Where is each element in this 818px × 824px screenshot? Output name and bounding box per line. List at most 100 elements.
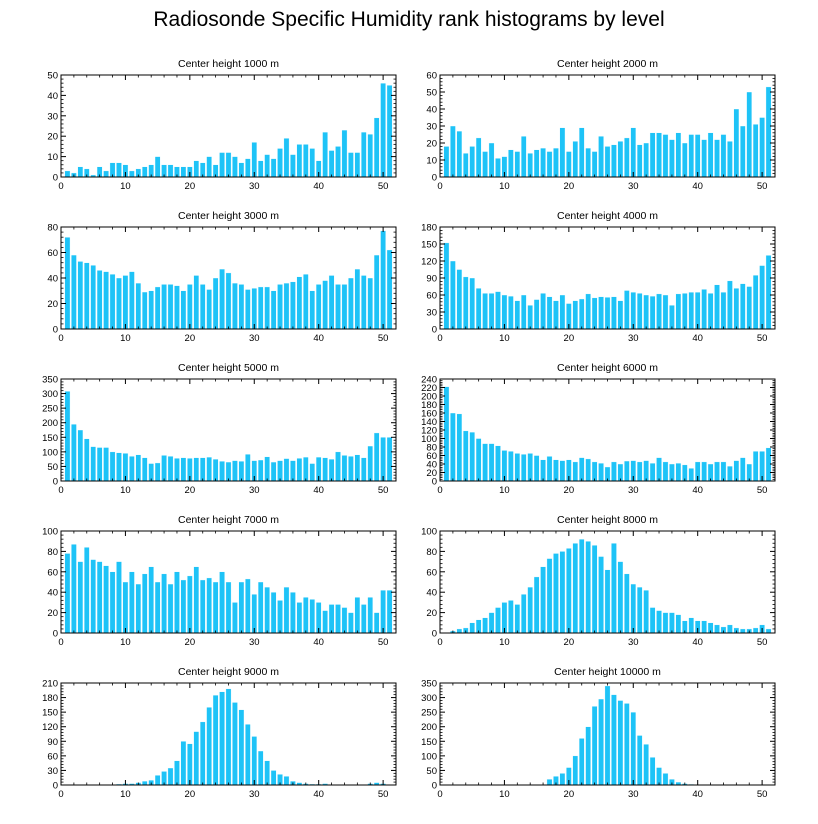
histogram-bar [624,703,630,786]
histogram-bar [514,300,521,330]
histogram-bar [591,706,598,786]
x-tick-label: 30 [249,789,260,800]
histogram-bar [636,144,643,178]
histogram-bar [649,132,656,178]
x-tick-label: 20 [185,333,196,344]
histogram-bar [456,269,463,330]
x-tick-label: 50 [378,485,389,496]
histogram-bar [720,461,727,482]
histogram-bar [154,581,161,634]
y-tick-label: 40 [47,91,58,102]
y-tick-label: 80 [47,547,58,558]
histogram-bar [277,148,283,178]
histogram-bar [219,152,225,178]
histogram-bar [367,597,374,634]
histogram-bar [161,455,167,482]
y-tick-label: 60 [47,248,58,259]
histogram-bar [553,147,559,178]
histogram-bar [257,160,264,178]
histogram-bar [559,460,566,482]
histogram-bar [656,132,662,178]
histogram-bar [322,280,328,330]
panel-10: Center height 10000 m0501001502002503003… [421,666,776,800]
histogram-bar [109,273,116,330]
histogram-bar [154,775,161,786]
histogram-bar [367,277,374,330]
histogram-bar [462,276,469,330]
histogram-bar [373,117,380,178]
histogram-bar [141,166,148,178]
y-tick-label: 0 [432,629,437,640]
y-tick-label: 100 [421,527,437,538]
histogram-bar [611,296,617,330]
histogram-bar [514,604,521,634]
histogram-bar [161,284,167,330]
histogram-bar [90,446,97,482]
histogram-bar [578,298,585,330]
x-tick-label: 30 [249,485,260,496]
x-tick-label: 20 [564,637,575,648]
histogram-bar [508,600,514,634]
histogram-bar [688,134,695,178]
histogram-bar [309,599,316,634]
histogram-bar [174,760,180,786]
histogram-bar [508,149,514,178]
panel-title: Center height 9000 m [178,666,279,678]
x-tick-label: 10 [120,181,131,192]
histogram-bar [443,146,450,178]
histogram-bar [624,290,630,330]
x-tick-label: 50 [378,333,389,344]
histogram-bar [360,604,367,634]
x-tick-label: 0 [437,181,442,192]
histogram-bar [103,271,109,330]
x-tick-label: 10 [120,333,131,344]
panel-4: Center height 4000 m 0 30 60 90 120 150 180 0 10 2… [421,210,776,344]
histogram-bar [688,617,695,634]
histogram-bar [617,463,624,482]
histogram-bar [520,454,527,482]
histogram-bar [116,452,122,482]
panel-8: Center height 8000 m 0 20 40 60 80 100 0 10 20 30 4… [421,514,776,648]
y-tick-label: 60 [426,71,437,82]
histogram-bar [135,583,142,634]
histogram-bar [495,291,501,330]
histogram-bar [533,149,540,178]
histogram-bar [212,694,219,786]
histogram-bar [514,151,521,178]
panel-title: Center height 3000 m [178,210,279,222]
x-tick-label: 20 [564,333,575,344]
histogram-bar [598,135,604,178]
histogram-bar [643,744,649,786]
x-tick-label: 0 [58,181,63,192]
x-tick-label: 40 [313,789,324,800]
histogram-bar [727,465,733,482]
histogram-bar [443,386,450,482]
histogram-bar [456,130,463,178]
x-tick-label: 10 [499,333,510,344]
histogram-bar [322,457,328,482]
histogram-bar [206,577,212,634]
x-tick-label: 40 [692,333,703,344]
histogram-bar [245,453,251,482]
histogram-bar [193,160,200,178]
histogram-bar [746,463,753,482]
histogram-bar [469,277,476,330]
panel-title: Center height 2000 m [557,58,658,70]
x-tick-label: 30 [628,333,639,344]
x-tick-label: 40 [692,485,703,496]
x-tick-label: 20 [185,181,196,192]
histogram-bar [527,305,534,330]
y-tick-label: 300 [42,389,58,400]
x-tick-label: 40 [313,333,324,344]
histogram-bar [167,583,174,634]
histogram-bar [264,456,270,482]
histogram-bar [495,445,501,482]
x-tick-label: 0 [437,333,442,344]
y-tick-label: 30 [47,766,58,777]
histogram-bar [245,578,251,634]
histogram-bar [714,624,720,634]
histogram-bar [290,460,296,482]
histogram-bar [225,272,232,330]
histogram-bar [675,462,682,482]
histogram-bar [380,589,386,634]
